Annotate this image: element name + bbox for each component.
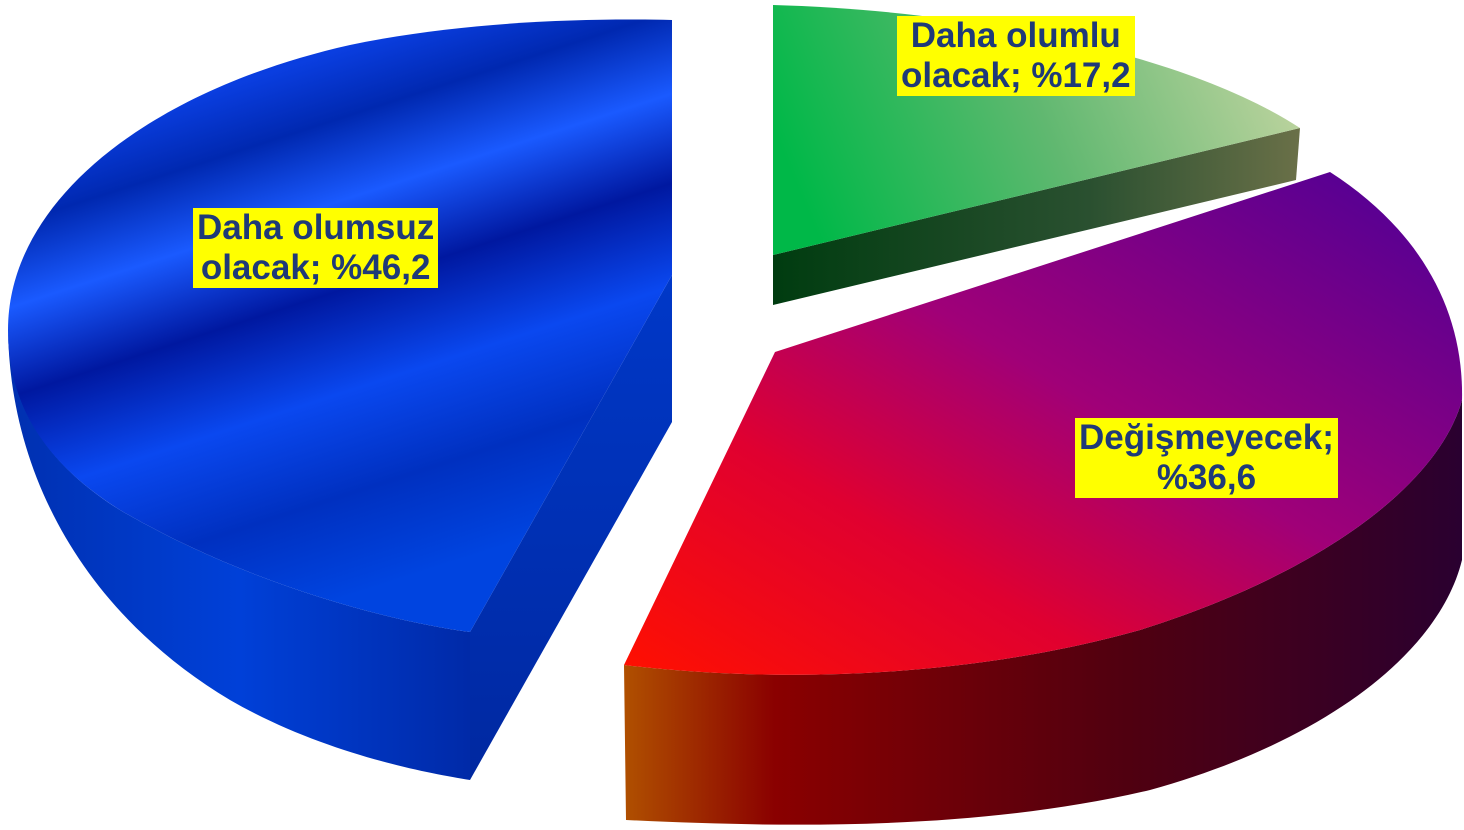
slice-degismeyecek	[624, 172, 1463, 825]
slice-daha-olumlu-side	[773, 128, 1300, 305]
slice-daha-olumsuz	[8, 19, 672, 780]
slice-daha-olumsuz-cut	[470, 275, 672, 780]
slice-daha-olumsuz-top	[8, 19, 672, 633]
label-daha-olumsuz: Daha olumsuz olacak; %46,2	[193, 208, 439, 288]
label-degismeyecek-line1: Değişmeyecek;	[1079, 418, 1334, 457]
label-degismeyecek-line2: %36,6	[1156, 458, 1257, 497]
label-daha-olumlu-line1: Daha olumlu	[910, 16, 1121, 55]
label-daha-olumlu-line2: olacak; %17,2	[901, 56, 1131, 95]
slice-daha-olumsuz-side	[8, 330, 470, 780]
slice-degismeyecek-side	[624, 400, 1462, 825]
label-degismeyecek: Değişmeyecek; %36,6	[1075, 418, 1338, 498]
label-daha-olumsuz-line1: Daha olumsuz	[197, 208, 435, 247]
slice-degismeyecek-top	[624, 172, 1463, 675]
label-daha-olumlu: Daha olumlu olacak; %17,2	[897, 16, 1135, 96]
label-daha-olumsuz-line2: olacak; %46,2	[200, 248, 431, 287]
